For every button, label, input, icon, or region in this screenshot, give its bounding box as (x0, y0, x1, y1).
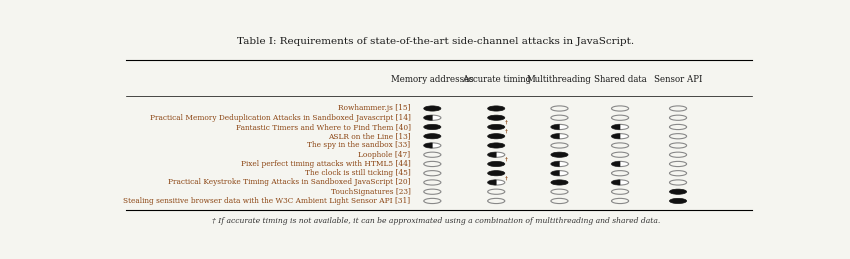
Circle shape (424, 106, 441, 111)
Text: Rowhammer.js [15]: Rowhammer.js [15] (338, 104, 411, 112)
Circle shape (424, 115, 441, 120)
Wedge shape (488, 180, 496, 185)
Text: †: † (505, 129, 508, 134)
Circle shape (551, 171, 568, 176)
Text: Practical Keystroke Timing Attacks in Sandboxed JavaScript [20]: Practical Keystroke Timing Attacks in Sa… (168, 178, 411, 186)
Circle shape (488, 106, 505, 111)
Wedge shape (611, 124, 620, 130)
Circle shape (611, 124, 629, 130)
Text: Accurate timing: Accurate timing (462, 75, 530, 84)
Circle shape (488, 115, 505, 120)
Text: Multithreading: Multithreading (527, 75, 592, 84)
Circle shape (424, 124, 441, 130)
Text: Fantastic Timers and Where to Find Them [40]: Fantastic Timers and Where to Find Them … (235, 123, 411, 131)
Circle shape (551, 152, 568, 157)
Circle shape (488, 180, 505, 185)
Circle shape (551, 134, 568, 139)
Text: †: † (505, 120, 508, 125)
Wedge shape (551, 161, 559, 167)
Circle shape (488, 143, 505, 148)
Wedge shape (488, 152, 496, 157)
Text: Stealing sensitive browser data with the W3C Ambient Light Sensor API [31]: Stealing sensitive browser data with the… (123, 197, 411, 205)
Wedge shape (551, 171, 559, 176)
Circle shape (488, 152, 505, 157)
Text: Memory addresses: Memory addresses (391, 75, 473, 84)
Wedge shape (424, 143, 433, 148)
Text: ASLR on the Line [13]: ASLR on the Line [13] (328, 132, 411, 140)
Text: †: † (505, 157, 508, 162)
Text: † If accurate timing is not available, it can be approximated using a combinatio: † If accurate timing is not available, i… (212, 217, 660, 225)
Circle shape (551, 124, 568, 130)
Text: Shared data: Shared data (593, 75, 647, 84)
Text: Table I: Requirements of state-of-the-art side-channel attacks in JavaScript.: Table I: Requirements of state-of-the-ar… (237, 37, 634, 46)
Wedge shape (611, 134, 620, 139)
Wedge shape (424, 115, 433, 120)
Wedge shape (551, 124, 559, 130)
Circle shape (670, 198, 687, 204)
Text: Pixel perfect timing attacks with HTML5 [44]: Pixel perfect timing attacks with HTML5 … (241, 160, 411, 168)
Text: Loophole [47]: Loophole [47] (359, 151, 411, 159)
Circle shape (488, 134, 505, 139)
Circle shape (611, 161, 629, 167)
Circle shape (424, 134, 441, 139)
Circle shape (424, 143, 441, 148)
Text: TouchSignatures [23]: TouchSignatures [23] (331, 188, 411, 196)
Circle shape (551, 180, 568, 185)
Text: †: † (505, 175, 508, 180)
Circle shape (551, 161, 568, 167)
Circle shape (611, 134, 629, 139)
Text: Sensor API: Sensor API (654, 75, 702, 84)
Wedge shape (551, 134, 559, 139)
Circle shape (611, 180, 629, 185)
Circle shape (670, 189, 687, 194)
Text: The spy in the sandbox [33]: The spy in the sandbox [33] (308, 141, 411, 149)
Circle shape (488, 161, 505, 167)
Wedge shape (611, 161, 620, 167)
Text: The clock is still ticking [45]: The clock is still ticking [45] (305, 169, 411, 177)
Text: Practical Memory Deduplication Attacks in Sandboxed Javascript [14]: Practical Memory Deduplication Attacks i… (150, 114, 411, 122)
Circle shape (488, 171, 505, 176)
Wedge shape (611, 180, 620, 185)
Circle shape (488, 124, 505, 130)
